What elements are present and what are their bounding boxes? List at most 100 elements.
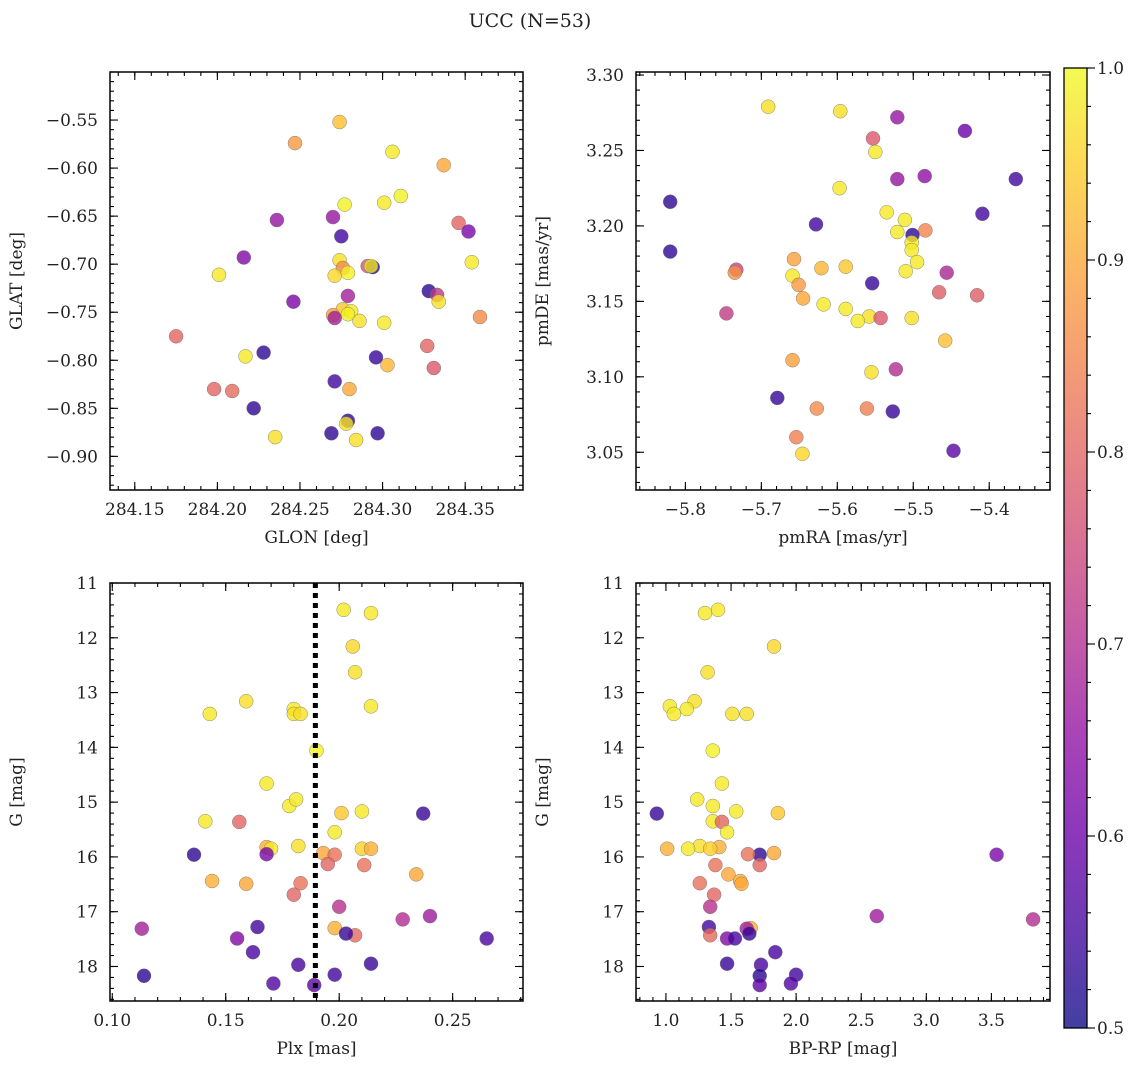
scatter-point <box>363 956 379 971</box>
scatter-point <box>918 223 933 238</box>
scatter-point <box>791 277 806 292</box>
scatter-point <box>969 288 985 303</box>
scatter-point <box>472 309 488 325</box>
scatter-point <box>332 114 347 130</box>
scatter-point <box>680 841 696 856</box>
scatter-point <box>266 976 281 991</box>
scatter-point <box>479 931 494 946</box>
scatter-point <box>879 205 894 220</box>
scatter-point <box>236 250 252 265</box>
scatter-point <box>363 841 379 856</box>
colorbar-ticks: 0.5 0.6 0.7 0.8 0.9 1.0 <box>1087 59 1124 1039</box>
scatter-point <box>989 847 1004 862</box>
y-tick-label: 17 <box>76 903 98 923</box>
scatter-point <box>766 845 782 861</box>
scatter-point <box>342 381 357 397</box>
x-tick-label: −5.4 <box>969 500 1010 520</box>
scatter-point <box>727 265 742 280</box>
x-tick-label: 3.5 <box>978 1011 1005 1031</box>
scatter-point <box>742 926 757 941</box>
scatter-point <box>703 928 718 943</box>
scatter-point <box>666 706 681 722</box>
scatter-point <box>690 792 705 807</box>
scatter-point <box>1008 171 1023 187</box>
scatter-point <box>770 390 785 406</box>
scatter-point <box>663 194 678 210</box>
scatter-point <box>957 123 973 139</box>
scatter-point <box>464 255 479 270</box>
y-tick-label: 3.30 <box>586 66 624 86</box>
scatter-point <box>385 144 400 160</box>
scatter-point <box>833 103 848 119</box>
scatter-point <box>269 212 285 228</box>
scatter-point <box>327 374 342 389</box>
scatter-point <box>786 251 802 267</box>
scatter-point <box>238 349 253 364</box>
scatter-point <box>136 968 152 983</box>
bprp-g-panel: 1.0 1.5 2.0 2.5 3.0 3.5 11 12 13 14 15 16 17 18 BP-RP … <box>533 574 1051 1059</box>
scatter-point <box>202 706 218 722</box>
x-tick-label: 0.15 <box>207 1011 245 1031</box>
scatter-point <box>340 265 356 280</box>
scatter-point <box>232 814 247 830</box>
scatter-point <box>975 206 990 222</box>
scatter-point <box>795 291 811 306</box>
scatter-point <box>890 224 905 240</box>
y-tick-label: 18 <box>602 957 624 977</box>
scatter-point <box>293 876 308 891</box>
scatter-point <box>700 665 715 680</box>
scatter-point <box>649 806 664 821</box>
y-tick-label: 3.05 <box>586 443 624 463</box>
glon-glat-panel: 284.15 284.20 284.25 284.30 284.35 −0.55 −0.60… <box>7 71 524 548</box>
scatter-point <box>703 899 718 914</box>
scatter-point <box>347 665 363 680</box>
scatter-point <box>420 338 435 354</box>
colorbar-tick-label: 1.0 <box>1097 59 1124 79</box>
y-axis-label: G [mag] <box>7 757 27 826</box>
scatter-point <box>134 921 150 936</box>
scatter-point <box>909 254 925 270</box>
scatter-point <box>795 446 810 461</box>
scatter-point <box>363 258 379 274</box>
y-tick-label: 11 <box>76 574 98 594</box>
scatter-point <box>725 706 740 722</box>
scatter-point <box>739 706 754 722</box>
scatter-point <box>352 313 367 329</box>
scatter-point <box>370 426 385 441</box>
y-axis-label: GLAT [deg] <box>7 232 27 330</box>
x-tick-label: 284.35 <box>435 500 494 520</box>
scatter-point <box>327 268 342 283</box>
scatter-point <box>710 602 726 617</box>
scatter-point <box>380 357 395 373</box>
y-tick-label: 3.15 <box>586 292 624 312</box>
scatter-point <box>259 847 274 862</box>
scatter-point <box>734 876 749 891</box>
scatter-point <box>340 288 356 304</box>
y-tick-label: 14 <box>602 738 624 758</box>
scatter-point <box>324 426 339 441</box>
y-tick-label: 3.25 <box>586 141 624 161</box>
x-tick-label: −5.5 <box>893 500 934 520</box>
y-tick-label: −0.55 <box>46 111 98 131</box>
y-tick-label: 3.20 <box>586 217 624 237</box>
scatter-point <box>885 404 900 419</box>
scatter-point <box>416 806 431 821</box>
scatter-point <box>864 365 879 380</box>
scatter-point <box>859 401 875 416</box>
y-tick-label: 18 <box>76 957 98 977</box>
scatter-point <box>838 301 853 317</box>
plx-g-panel: 0.10 0.15 0.20 0.25 11 12 13 14 15 16 17 18 Plx [mas… <box>7 574 524 1059</box>
y-tick-label: 15 <box>76 793 98 813</box>
y-tick-label: 13 <box>76 684 98 704</box>
scatter-point <box>334 229 349 244</box>
x-tick-label: −5.6 <box>817 500 858 520</box>
scatter-point <box>770 805 786 821</box>
scatter-point <box>327 967 342 982</box>
scatter-point <box>1025 912 1041 927</box>
scatter-point <box>325 209 341 225</box>
y-axis-label: pmDE [mas/yr] <box>533 216 553 346</box>
scatter-point <box>706 887 722 902</box>
scatter-point <box>946 443 961 458</box>
scatter-point <box>363 699 379 714</box>
